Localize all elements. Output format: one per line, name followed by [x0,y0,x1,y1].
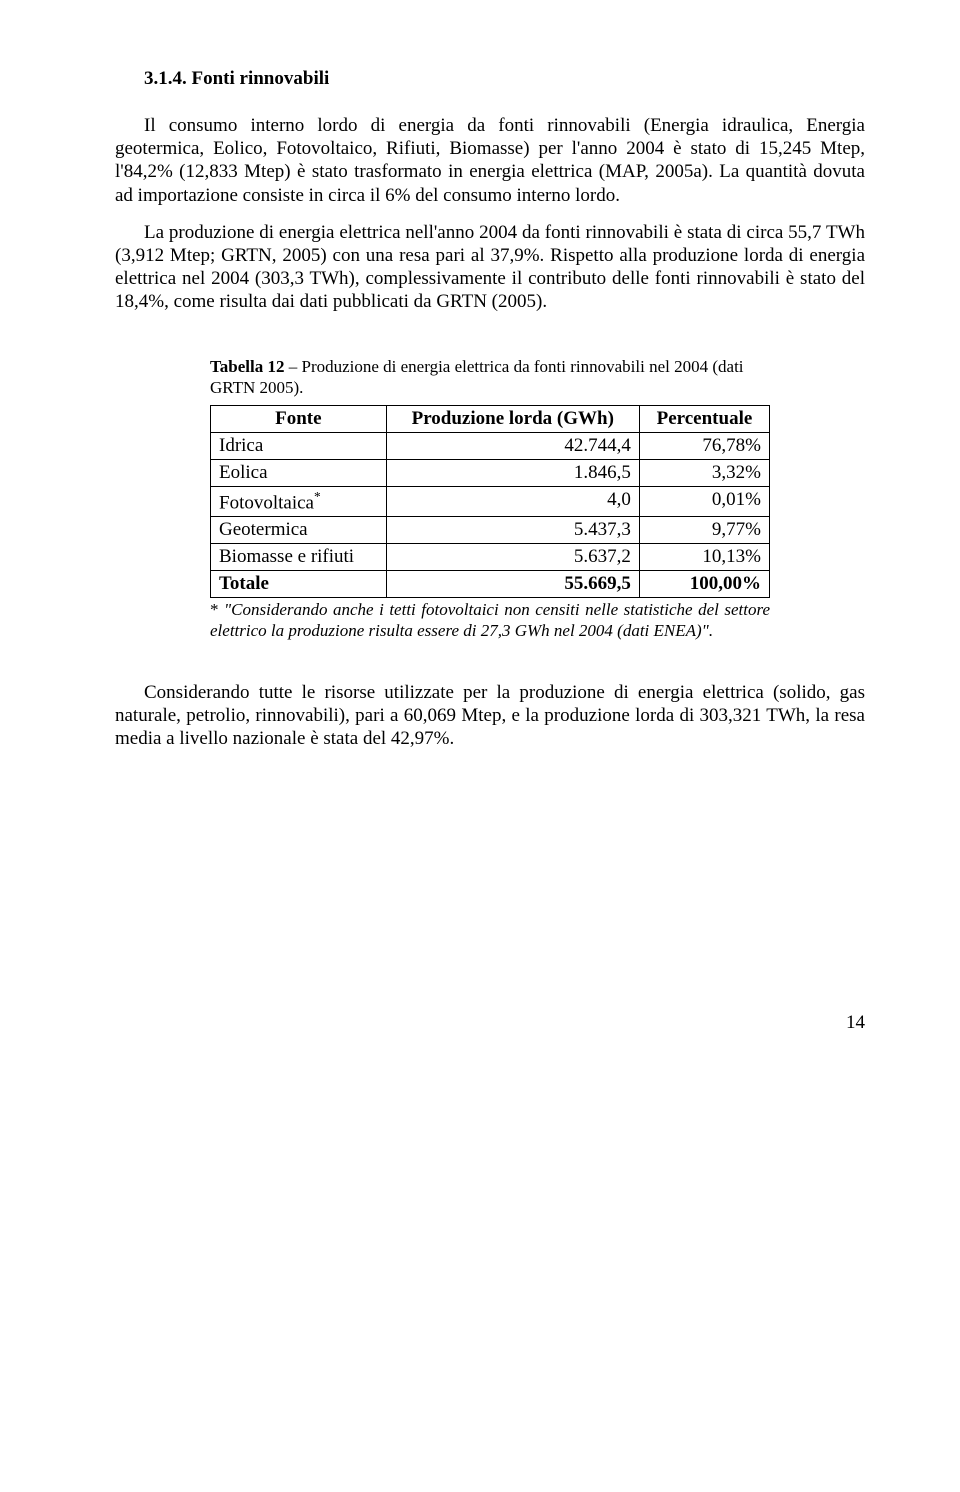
energy-table: Fonte Produzione lorda (GWh) Percentuale… [210,405,770,598]
footnote-text: "Considerando anche i tetti fotovoltaici… [210,600,770,639]
cell-pct: 100,00% [639,571,769,598]
cell-value: 4,0 [386,486,639,516]
cell-pct: 10,13% [639,544,769,571]
paragraph-2: La produzione di energia elettrica nell'… [115,221,865,314]
table-row: Totale55.669,5100,00% [211,571,770,598]
cell-label: Totale [211,571,387,598]
cell-value: 42.744,4 [386,432,639,459]
table-wrapper: Fonte Produzione lorda (GWh) Percentuale… [115,405,865,598]
table-footnote: * "Considerando anche i tetti fotovoltai… [115,598,865,641]
footnote-star: * [210,600,224,619]
table-row: Idrica42.744,476,78% [211,432,770,459]
page-number: 14 [115,1012,865,1034]
cell-value: 1.846,5 [386,459,639,486]
paragraph-3: Considerando tutte le risorse utilizzate… [115,681,865,751]
table-caption-text: – Produzione di energia elettrica da fon… [210,357,744,397]
cell-pct: 76,78% [639,432,769,459]
table-body: Idrica42.744,476,78%Eolica1.846,53,32%Fo… [211,432,770,597]
table-header-row: Fonte Produzione lorda (GWh) Percentuale [211,405,770,432]
table-row: Geotermica5.437,39,77% [211,517,770,544]
col-header-percentuale: Percentuale [639,405,769,432]
table-row: Biomasse e rifiuti5.637,210,13% [211,544,770,571]
cell-label: Fotovoltaica* [211,486,387,516]
page: 3.1.4. Fonti rinnovabili Il consumo inte… [0,0,960,1074]
cell-label: Eolica [211,459,387,486]
cell-label: Biomasse e rifiuti [211,544,387,571]
cell-value: 5.637,2 [386,544,639,571]
cell-value: 55.669,5 [386,571,639,598]
cell-label: Idrica [211,432,387,459]
table-caption-label: Tabella 12 [210,357,284,376]
cell-pct: 0,01% [639,486,769,516]
col-header-produzione: Produzione lorda (GWh) [386,405,639,432]
table-caption: Tabella 12 – Produzione di energia elett… [115,357,865,398]
table-row: Eolica1.846,53,32% [211,459,770,486]
col-header-fonte: Fonte [211,405,387,432]
paragraph-1: Il consumo interno lordo di energia da f… [115,114,865,207]
cell-label: Geotermica [211,517,387,544]
table-row: Fotovoltaica*4,00,01% [211,486,770,516]
cell-pct: 9,77% [639,517,769,544]
cell-value: 5.437,3 [386,517,639,544]
cell-pct: 3,32% [639,459,769,486]
section-heading: 3.1.4. Fonti rinnovabili [144,68,865,90]
